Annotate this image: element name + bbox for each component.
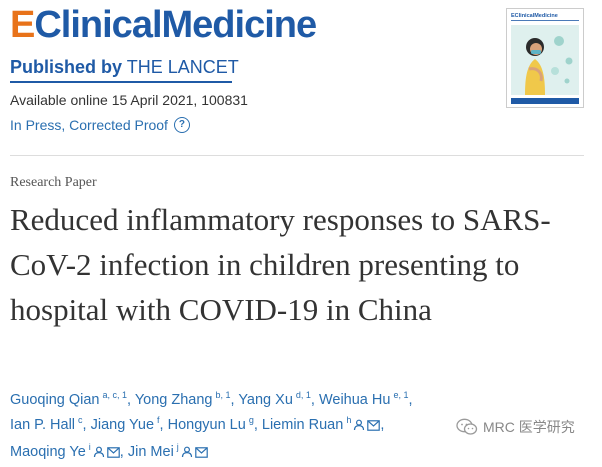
person-icon[interactable] (93, 442, 105, 467)
article-status: In Press, Corrected Proof ? (10, 117, 190, 133)
wechat-icon (456, 418, 478, 435)
author-affiliation-sup: j (176, 442, 179, 453)
author-name[interactable]: Guoqing Qian (10, 392, 100, 408)
publisher-line[interactable]: Published by THE LANCET (10, 56, 239, 78)
author-separator: , (253, 417, 258, 433)
author-affiliation-sup: e, 1 (393, 390, 409, 401)
author-list: Guoqing Qian a, c, 1, Yong Zhang b, 1, Yan… (10, 388, 450, 467)
author-separator: , (380, 417, 385, 433)
author-separator: , (159, 417, 164, 433)
author-name[interactable]: Liemin Ruan (261, 417, 344, 433)
author-affiliation-sup: d, 1 (295, 390, 311, 401)
author-item[interactable]: Guoqing Qian a, c, 1, (10, 390, 132, 408)
header-divider (10, 155, 584, 156)
author-affiliation-sup: c (78, 415, 83, 426)
journal-title[interactable]: EClinicalMedicine (10, 2, 317, 48)
author-separator: , (230, 392, 235, 408)
author-affiliation-sup: h (346, 415, 352, 426)
help-circle-icon[interactable]: ? (173, 117, 190, 133)
author-name[interactable]: Jiang Yue (90, 417, 155, 433)
mail-icon[interactable] (367, 415, 381, 440)
author-separator: , (119, 444, 124, 460)
author-affiliation-sup: g (248, 415, 254, 426)
author-affiliation-sup: f (157, 415, 160, 426)
author-name[interactable]: Weihua Hu (318, 392, 391, 408)
cover-illustration: EClinicalMedicine (507, 9, 583, 107)
author-item[interactable]: Weihua Hu e, 1, (318, 390, 413, 408)
author-name[interactable]: Hongyun Lu (167, 417, 246, 433)
author-name[interactable]: Maoqing Ye (10, 444, 86, 460)
person-icon[interactable] (353, 415, 365, 440)
published-by-label: Published by (10, 57, 123, 77)
article-title: Reduced inflammatory responses to SARS-C… (10, 202, 551, 327)
author-separator: , (82, 417, 87, 433)
author-separator: , (408, 392, 413, 408)
author-item[interactable]: Yang Xu d, 1, (238, 390, 315, 408)
author-affiliation-sup: i (88, 442, 91, 453)
author-item[interactable]: Hongyun Lu g, (167, 415, 258, 433)
author-name[interactable]: Yong Zhang (134, 392, 213, 408)
journal-title-e: E (10, 4, 35, 46)
author-name[interactable]: Yang Xu (238, 392, 293, 408)
article-type: Research Paper (10, 175, 97, 190)
person-icon[interactable] (181, 442, 193, 467)
author-item[interactable]: Jin Mei j (127, 442, 208, 460)
author-item[interactable]: Jiang Yue f, (90, 415, 164, 433)
mail-icon[interactable] (106, 442, 120, 467)
author-separator: , (127, 392, 132, 408)
journal-cover-thumbnail[interactable]: EClinicalMedicine (506, 8, 584, 108)
author-name[interactable]: Ian P. Hall (10, 417, 76, 433)
author-separator: , (310, 392, 315, 408)
author-item[interactable]: Maoqing Ye i, (10, 442, 124, 460)
publisher-underline (10, 81, 232, 83)
watermark: MRC 医学研究 (456, 417, 575, 437)
author-item[interactable]: Yong Zhang b, 1, (134, 390, 235, 408)
journal-title-rest: ClinicalMedicine (34, 4, 317, 46)
watermark-text: MRC 医学研究 (483, 419, 575, 435)
status-link[interactable]: In Press, Corrected Proof (10, 117, 168, 133)
author-affiliation-sup: b, 1 (215, 390, 231, 401)
publisher-name: THE LANCET (126, 57, 239, 77)
author-item[interactable]: Liemin Ruan h, (261, 415, 385, 433)
author-affiliation-sup: a, c, 1 (102, 390, 127, 401)
cover-title: EClinicalMedicine (511, 13, 558, 19)
availability-text: Available online 15 April 2021, 100831 (10, 92, 248, 108)
mail-icon[interactable] (194, 442, 208, 467)
author-item[interactable]: Ian P. Hall c, (10, 415, 87, 433)
author-name[interactable]: Jin Mei (127, 444, 174, 460)
